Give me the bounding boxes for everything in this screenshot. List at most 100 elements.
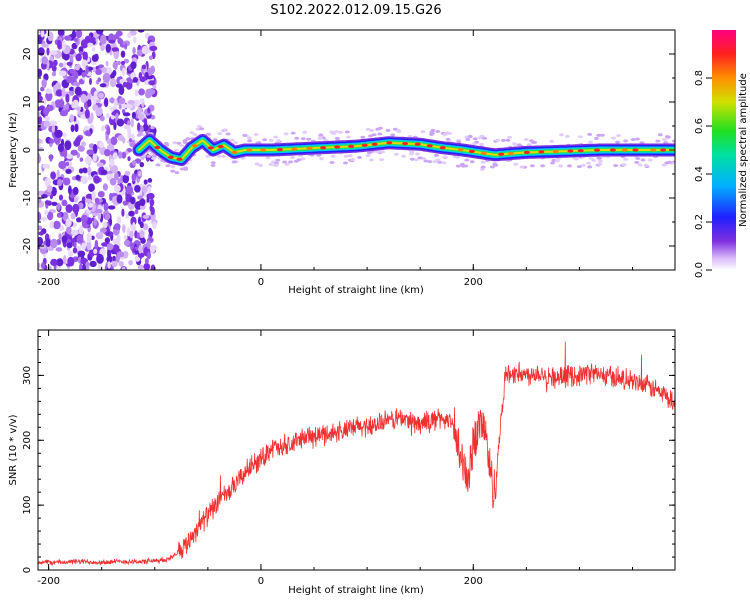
noise-speckle xyxy=(114,223,121,231)
noise-speckle xyxy=(147,107,151,114)
ridge-halo xyxy=(432,160,438,163)
noise-speckle xyxy=(146,240,151,249)
noise-speckle xyxy=(64,140,72,151)
noise-speckle xyxy=(45,91,53,102)
noise-speckle xyxy=(134,89,139,97)
noise-speckle xyxy=(65,218,72,228)
ridge-halo xyxy=(368,134,373,138)
noise-speckle xyxy=(45,88,52,94)
noise-speckle xyxy=(80,93,87,104)
ridge-halo xyxy=(567,164,572,168)
ridge-halo xyxy=(564,134,570,138)
noise-speckle xyxy=(98,141,104,149)
noise-speckle xyxy=(49,120,58,127)
ridge-halo xyxy=(290,155,295,159)
spectrogram-y-ticks: 20 10 0 -10 -20 xyxy=(22,29,675,271)
noise-speckle xyxy=(51,65,57,72)
spectrogram-y-label: Frequency (Hz) xyxy=(8,112,19,188)
ridge-halo xyxy=(265,156,271,160)
x-tick-label: 200 xyxy=(464,576,483,587)
colorbar-label: Normalized spectral amplitude xyxy=(738,73,749,227)
noise-speckle xyxy=(49,221,54,229)
ridge-halo xyxy=(329,161,335,164)
noise-speckle xyxy=(93,175,101,184)
noise-speckle xyxy=(97,77,102,82)
ridge-peak xyxy=(609,148,616,152)
noise-speckle xyxy=(108,39,116,44)
noise-speckle xyxy=(99,227,107,233)
noise-speckle xyxy=(123,235,128,240)
noise-speckle xyxy=(38,231,44,236)
noise-speckle xyxy=(152,221,157,229)
noise-speckle xyxy=(68,250,74,257)
ridge-halo xyxy=(480,165,486,169)
ridge-halo xyxy=(347,154,353,158)
noise-speckle xyxy=(144,258,149,265)
noise-speckle xyxy=(123,58,130,64)
spectrogram-marks xyxy=(38,30,675,270)
noise-speckle xyxy=(148,227,152,234)
noise-speckle xyxy=(38,36,43,45)
ridge-halo xyxy=(136,133,142,137)
noise-speckle xyxy=(142,223,149,231)
ridge-halo xyxy=(430,128,436,132)
noise-speckle xyxy=(81,59,88,69)
ridge-halo xyxy=(550,161,556,165)
x-tick-label: 200 xyxy=(464,277,483,288)
colorbar-tick-label: 0.0 xyxy=(694,262,705,278)
noise-speckle xyxy=(152,84,157,90)
ridge-peak xyxy=(231,150,238,154)
noise-speckle xyxy=(114,172,119,181)
ridge-halo xyxy=(588,156,594,160)
noise-speckle xyxy=(43,107,50,116)
y-tick-label: 200 xyxy=(22,431,33,450)
noise-speckle xyxy=(110,136,118,146)
ridge-peak xyxy=(371,142,378,146)
noise-speckle xyxy=(38,147,44,152)
ridge-halo xyxy=(414,152,420,156)
ridge-peak xyxy=(306,146,313,150)
noise-speckle xyxy=(50,171,56,180)
y-tick-label: 0 xyxy=(22,567,33,573)
ridge-halo xyxy=(455,164,461,168)
noise-speckle xyxy=(58,160,67,170)
ridge-halo xyxy=(513,162,519,166)
ridge-halo xyxy=(294,136,300,140)
noise-speckle xyxy=(66,61,73,66)
ridge-halo xyxy=(465,137,471,141)
noise-speckle xyxy=(78,46,84,53)
ridge-halo xyxy=(529,164,535,168)
noise-speckle xyxy=(123,124,131,130)
ridge-peak xyxy=(498,152,505,156)
noise-speckle xyxy=(38,68,43,78)
noise-speckle xyxy=(104,149,111,157)
noise-speckle xyxy=(125,185,134,195)
ridge-halo xyxy=(540,164,546,168)
ridge-halo xyxy=(357,156,362,159)
noise-speckle xyxy=(139,162,145,168)
ridge-halo xyxy=(442,155,448,159)
noise-speckle xyxy=(94,209,103,214)
noise-speckle xyxy=(81,71,86,78)
ridge-halo xyxy=(306,137,312,141)
noise-speckle xyxy=(95,30,104,35)
ridge-halo xyxy=(170,169,176,173)
noise-speckle xyxy=(41,78,47,89)
ridge-halo xyxy=(189,131,195,135)
noise-speckle xyxy=(68,185,72,195)
ridge-halo xyxy=(179,167,185,171)
noise-speckle xyxy=(143,262,151,270)
noise-speckle xyxy=(138,72,143,79)
ridge-halo xyxy=(662,138,667,142)
ridge-peak xyxy=(632,148,639,152)
ridge-halo xyxy=(343,154,349,158)
noise-speckle xyxy=(149,205,153,212)
noise-speckle xyxy=(116,216,122,224)
noise-speckle xyxy=(137,113,145,121)
x-tick-label: -200 xyxy=(37,576,60,587)
ridge-peak xyxy=(552,149,559,154)
noise-speckle xyxy=(80,214,88,223)
ridge-halo xyxy=(489,165,495,169)
noise-speckle xyxy=(53,220,61,230)
ridge-halo xyxy=(471,142,477,146)
